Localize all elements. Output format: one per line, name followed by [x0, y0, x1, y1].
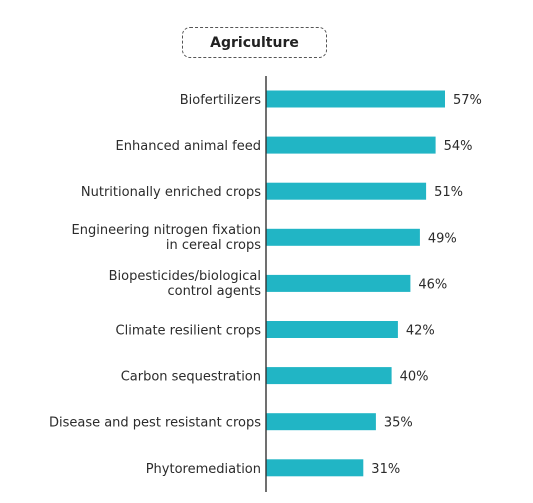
value-label-2: 51%	[434, 185, 463, 200]
value-label-7: 35%	[384, 416, 413, 431]
value-label-5: 42%	[406, 324, 435, 339]
bar-8	[266, 459, 364, 477]
bar-6	[266, 367, 392, 385]
value-label-6: 40%	[400, 370, 429, 385]
category-label-5: Climate resilient crops	[116, 324, 262, 339]
value-label-3: 49%	[428, 231, 457, 246]
value-label-4: 46%	[418, 277, 447, 292]
value-label-1: 54%	[444, 139, 473, 154]
bar-3	[266, 228, 420, 246]
category-label-1: Enhanced animal feed	[116, 139, 261, 154]
category-label-2: Nutritionally enriched crops	[81, 185, 261, 200]
bar-2	[266, 182, 427, 200]
category-label-4-line-0: Biopesticides/biological	[109, 269, 261, 284]
bar-7	[266, 413, 376, 431]
category-label-3-line-0: Engineering nitrogen fixation	[72, 223, 261, 238]
value-label-8: 31%	[371, 462, 400, 477]
bar-0	[266, 90, 445, 108]
chart-title: Agriculture	[182, 27, 327, 58]
category-label-8: Phytoremediation	[146, 462, 261, 477]
category-label-4-line-1: control agents	[167, 284, 261, 299]
value-label-0: 57%	[453, 93, 482, 108]
bar-1	[266, 136, 436, 154]
category-label-0: Biofertilizers	[180, 93, 262, 108]
bar-5	[266, 321, 398, 338]
category-label-7: Disease and pest resistant crops	[49, 416, 261, 431]
category-label-6: Carbon sequestration	[121, 370, 261, 385]
category-label-3-line-1: in cereal crops	[166, 238, 261, 253]
bar-4	[266, 274, 411, 292]
